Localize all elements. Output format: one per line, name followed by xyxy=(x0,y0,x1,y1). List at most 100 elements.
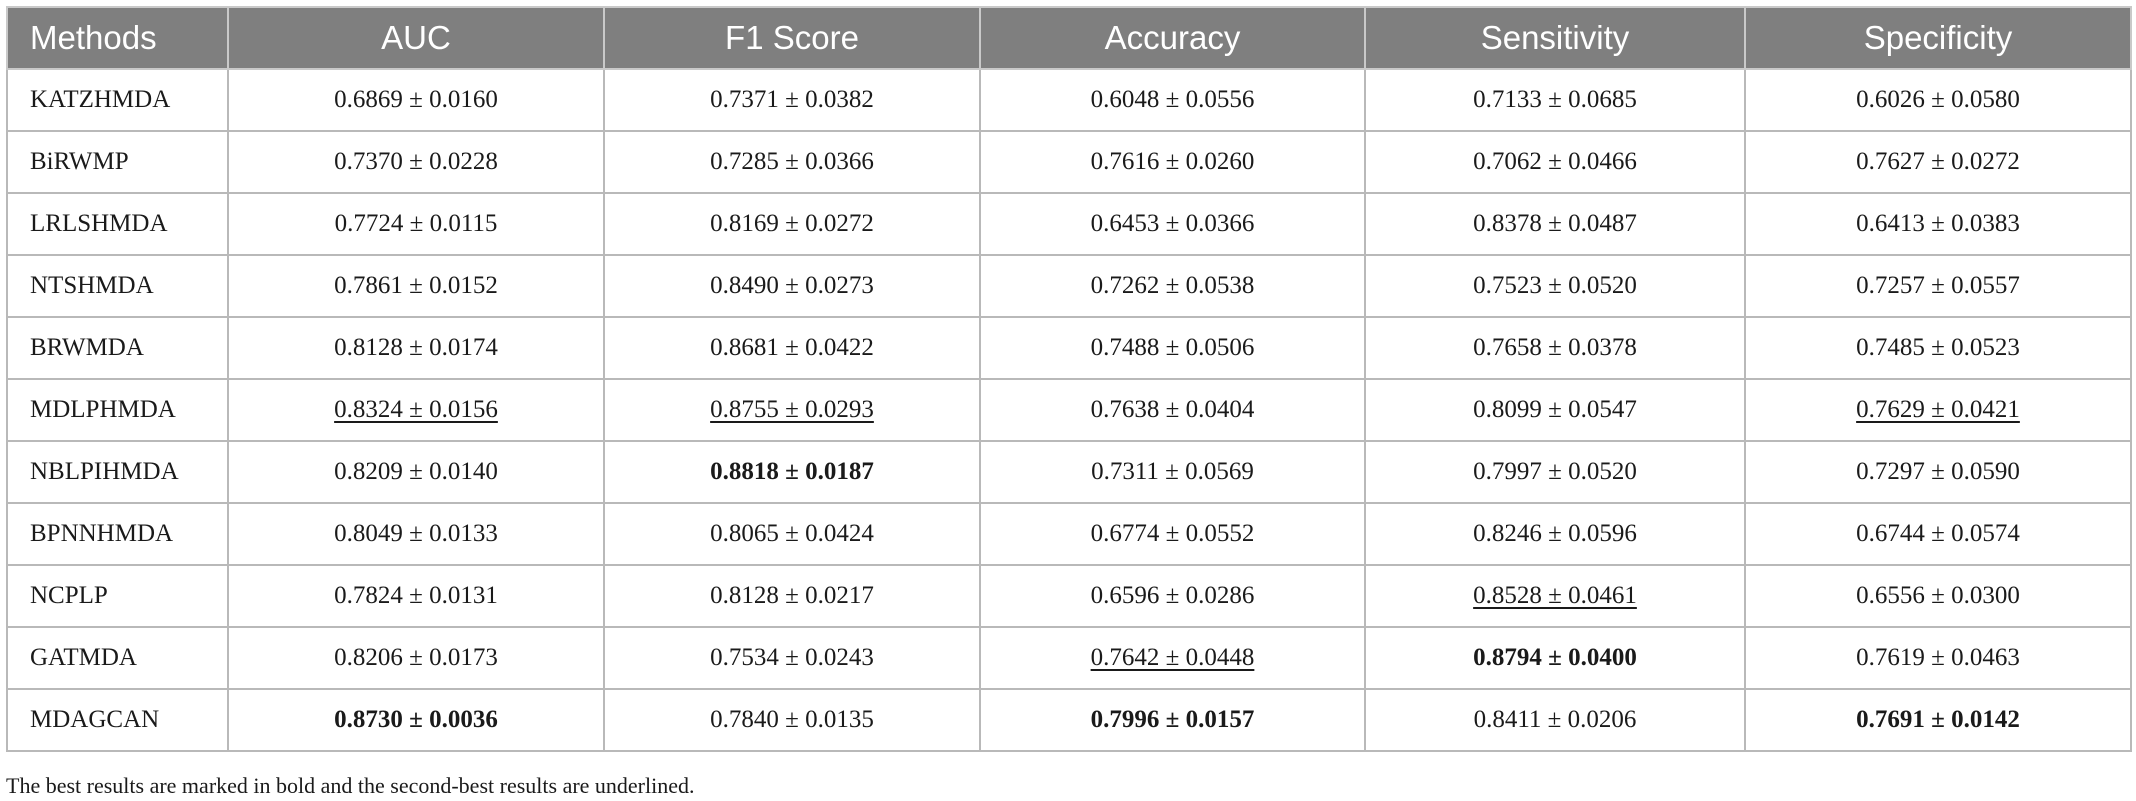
table-row: BRWMDA 0.8128 ± 0.0174 0.8681 ± 0.0422 0.74… xyxy=(6,316,2132,380)
specificity-cell: 0.7691 ± 0.0142 xyxy=(1744,688,2132,752)
accuracy-value: 0.7638 ± 0.0404 xyxy=(1090,396,1255,423)
table-row: NCPLP 0.7824 ± 0.0131 0.8128 ± 0.0217 0.659… xyxy=(6,564,2132,628)
sensitivity-cell: 0.8411 ± 0.0206 xyxy=(1364,688,1746,752)
header-auc: AUC xyxy=(227,6,605,70)
auc-cell: 0.8730 ± 0.0036 xyxy=(227,688,605,752)
sensitivity-value: 0.7658 ± 0.0378 xyxy=(1473,334,1637,361)
auc-cell: 0.8209 ± 0.0140 xyxy=(227,440,605,504)
specificity-cell: 0.7619 ± 0.0463 xyxy=(1744,626,2132,690)
specificity-cell: 0.7485 ± 0.0523 xyxy=(1744,316,2132,380)
specificity-cell: 0.7627 ± 0.0272 xyxy=(1744,130,2132,194)
specificity-cell: 0.6026 ± 0.0580 xyxy=(1744,68,2132,132)
header-specificity: Specificity xyxy=(1744,6,2132,70)
auc-value: 0.7724 ± 0.0115 xyxy=(334,210,498,237)
accuracy-value: 0.6048 ± 0.0556 xyxy=(1090,86,1255,113)
sensitivity-cell: 0.8794 ± 0.0400 xyxy=(1364,626,1746,690)
accuracy-cell: 0.7616 ± 0.0260 xyxy=(979,130,1366,194)
f1-score-cell: 0.8490 ± 0.0273 xyxy=(603,254,981,318)
table-row: NBLPIHMDA 0.8209 ± 0.0140 0.8818 ± 0.0187 0… xyxy=(6,440,2132,504)
accuracy-value: 0.7642 ± 0.0448 xyxy=(1090,644,1255,671)
f1-score-cell: 0.8169 ± 0.0272 xyxy=(603,192,981,256)
accuracy-value: 0.7488 ± 0.0506 xyxy=(1090,334,1255,361)
header-f1-score: F1 Score xyxy=(603,6,981,70)
auc-value: 0.7824 ± 0.0131 xyxy=(334,582,498,609)
f1-score-cell: 0.8818 ± 0.0187 xyxy=(603,440,981,504)
sensitivity-value: 0.8378 ± 0.0487 xyxy=(1473,210,1637,237)
sensitivity-value: 0.8411 ± 0.0206 xyxy=(1473,706,1637,733)
sensitivity-cell: 0.8378 ± 0.0487 xyxy=(1364,192,1746,256)
table-row: LRLSHMDA 0.7724 ± 0.0115 0.8169 ± 0.0272 0.… xyxy=(6,192,2132,256)
method-name-cell: MDAGCAN xyxy=(6,688,229,752)
f1-score-value: 0.8065 ± 0.0424 xyxy=(710,520,874,547)
specificity-value: 0.7627 ± 0.0272 xyxy=(1856,148,2020,175)
accuracy-cell: 0.7642 ± 0.0448 xyxy=(979,626,1366,690)
f1-score-cell: 0.8681 ± 0.0422 xyxy=(603,316,981,380)
f1-score-cell: 0.7840 ± 0.0135 xyxy=(603,688,981,752)
header-row: Methods AUC F1 Score Accuracy Sensitivit… xyxy=(6,6,2132,70)
sensitivity-cell: 0.8099 ± 0.0547 xyxy=(1364,378,1746,442)
table-header: Methods AUC F1 Score Accuracy Sensitivit… xyxy=(6,6,2132,70)
sensitivity-cell: 0.8246 ± 0.0596 xyxy=(1364,502,1746,566)
sensitivity-value: 0.7062 ± 0.0466 xyxy=(1473,148,1637,175)
sensitivity-value: 0.8528 ± 0.0461 xyxy=(1473,582,1637,609)
specificity-value: 0.7619 ± 0.0463 xyxy=(1856,644,2020,671)
method-name-cell: KATZHMDA xyxy=(6,68,229,132)
sensitivity-cell: 0.7997 ± 0.0520 xyxy=(1364,440,1746,504)
method-name-cell: MDLPHMDA xyxy=(6,378,229,442)
f1-score-value: 0.7285 ± 0.0366 xyxy=(710,148,874,175)
table-row: MDAGCAN 0.8730 ± 0.0036 0.7840 ± 0.0135 0.7… xyxy=(6,688,2132,752)
accuracy-cell: 0.6774 ± 0.0552 xyxy=(979,502,1366,566)
sensitivity-cell: 0.7658 ± 0.0378 xyxy=(1364,316,1746,380)
f1-score-cell: 0.7534 ± 0.0243 xyxy=(603,626,981,690)
results-table-container: Methods AUC F1 Score Accuracy Sensitivit… xyxy=(6,6,2132,752)
f1-score-cell: 0.7371 ± 0.0382 xyxy=(603,68,981,132)
method-name-cell: BRWMDA xyxy=(6,316,229,380)
f1-score-value: 0.8169 ± 0.0272 xyxy=(710,210,874,237)
specificity-value: 0.7297 ± 0.0590 xyxy=(1856,458,2020,485)
accuracy-cell: 0.6048 ± 0.0556 xyxy=(979,68,1366,132)
accuracy-cell: 0.7311 ± 0.0569 xyxy=(979,440,1366,504)
sensitivity-value: 0.8794 ± 0.0400 xyxy=(1473,644,1637,671)
accuracy-value: 0.6774 ± 0.0552 xyxy=(1090,520,1255,547)
accuracy-value: 0.7311 ± 0.0569 xyxy=(1091,458,1254,485)
table-body: KATZHMDA 0.6869 ± 0.0160 0.7371 ± 0.0382 0.… xyxy=(6,68,2132,752)
auc-value: 0.7861 ± 0.0152 xyxy=(334,272,498,299)
auc-cell: 0.7861 ± 0.0152 xyxy=(227,254,605,318)
accuracy-cell: 0.6453 ± 0.0366 xyxy=(979,192,1366,256)
auc-cell: 0.7370 ± 0.0228 xyxy=(227,130,605,194)
specificity-value: 0.6744 ± 0.0574 xyxy=(1856,520,2020,547)
auc-cell: 0.7824 ± 0.0131 xyxy=(227,564,605,628)
accuracy-cell: 0.7638 ± 0.0404 xyxy=(979,378,1366,442)
method-name-cell: GATMDA xyxy=(6,626,229,690)
f1-score-cell: 0.8755 ± 0.0293 xyxy=(603,378,981,442)
auc-value: 0.8206 ± 0.0173 xyxy=(334,644,498,671)
auc-value: 0.8209 ± 0.0140 xyxy=(334,458,498,485)
header-sensitivity: Sensitivity xyxy=(1364,6,1746,70)
header-methods: Methods xyxy=(6,6,229,70)
specificity-cell: 0.6413 ± 0.0383 xyxy=(1744,192,2132,256)
accuracy-value: 0.6453 ± 0.0366 xyxy=(1090,210,1255,237)
accuracy-cell: 0.6596 ± 0.0286 xyxy=(979,564,1366,628)
f1-score-cell: 0.8065 ± 0.0424 xyxy=(603,502,981,566)
sensitivity-value: 0.8099 ± 0.0547 xyxy=(1473,396,1637,423)
accuracy-value: 0.7996 ± 0.0157 xyxy=(1090,706,1255,733)
method-name-cell: BiRWMP xyxy=(6,130,229,194)
accuracy-cell: 0.7488 ± 0.0506 xyxy=(979,316,1366,380)
method-name-cell: NTSHMDA xyxy=(6,254,229,318)
sensitivity-value: 0.7997 ± 0.0520 xyxy=(1473,458,1637,485)
auc-cell: 0.8128 ± 0.0174 xyxy=(227,316,605,380)
specificity-value: 0.6556 ± 0.0300 xyxy=(1856,582,2020,609)
header-accuracy: Accuracy xyxy=(979,6,1366,70)
accuracy-cell: 0.7996 ± 0.0157 xyxy=(979,688,1366,752)
results-table: Methods AUC F1 Score Accuracy Sensitivit… xyxy=(6,6,2132,752)
specificity-cell: 0.7297 ± 0.0590 xyxy=(1744,440,2132,504)
f1-score-cell: 0.8128 ± 0.0217 xyxy=(603,564,981,628)
specificity-cell: 0.7629 ± 0.0421 xyxy=(1744,378,2132,442)
sensitivity-cell: 0.7133 ± 0.0685 xyxy=(1364,68,1746,132)
auc-value: 0.7370 ± 0.0228 xyxy=(334,148,498,175)
table-footnote: The best results are marked in bold and … xyxy=(6,773,695,798)
accuracy-value: 0.7616 ± 0.0260 xyxy=(1090,148,1255,175)
table-row: GATMDA 0.8206 ± 0.0173 0.7534 ± 0.0243 0.76… xyxy=(6,626,2132,690)
f1-score-cell: 0.7285 ± 0.0366 xyxy=(603,130,981,194)
accuracy-value: 0.6596 ± 0.0286 xyxy=(1090,582,1255,609)
